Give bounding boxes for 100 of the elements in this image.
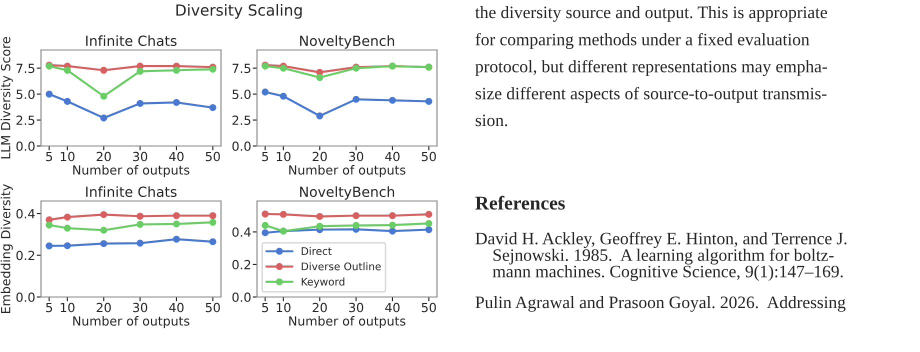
point (172, 236, 180, 243)
point (100, 240, 108, 248)
text: Pulin Agrawal and Prasoon Goyal. 2026. Addressing (476, 296, 846, 312)
x-tick-label: 5 (262, 152, 268, 162)
x-axis-title: Number of outputs (73, 316, 190, 328)
x-tick-label: 40 (169, 302, 184, 312)
point (209, 104, 216, 112)
x-axis-title: Number of outputs (289, 316, 406, 328)
y-tick-label: 0.4 (16, 208, 35, 218)
point (262, 222, 269, 229)
x-tick-label: 30 (133, 302, 148, 312)
text: for comparing methods under a fixed evaluation (476, 33, 810, 49)
point (316, 112, 324, 120)
point (64, 242, 71, 250)
x-tick-label: 50 (422, 152, 436, 162)
x-axis-title: Number of outputs (289, 165, 406, 178)
point (425, 210, 432, 218)
point (136, 100, 144, 107)
x-tick-label: 30 (349, 302, 364, 312)
point (100, 66, 108, 74)
point (46, 242, 53, 250)
x-tick-label: 40 (169, 152, 184, 162)
text: References (475, 196, 565, 210)
point (316, 212, 324, 220)
legend-label: Diverse Outline (302, 262, 381, 270)
x-tick-label: 40 (385, 302, 400, 312)
point (46, 90, 53, 98)
chart-title: Infinite Chats (86, 186, 177, 198)
point (262, 229, 269, 236)
x-tick-label: 20 (312, 302, 327, 312)
y-tick-label: 5.0 (232, 90, 251, 100)
point (46, 222, 53, 228)
x-tick-label: 20 (96, 152, 111, 162)
point (425, 226, 432, 234)
x-tick-label: 30 (349, 152, 364, 162)
y-axis-title: Embedding Diversity (0, 184, 13, 314)
x-tick-label: 40 (385, 152, 400, 162)
y-tick-label: 7.5 (16, 64, 34, 74)
x-tick-label: 10 (60, 302, 74, 312)
y-tick-label: 0.0 (16, 292, 35, 302)
point (316, 74, 324, 81)
y-tick-label: 2.5 (16, 116, 34, 125)
y-tick-label: 0.2 (232, 260, 250, 270)
y-tick-label: 0.0 (232, 141, 251, 151)
x-tick-label: 5 (46, 302, 52, 312)
point (136, 68, 144, 75)
point (280, 210, 287, 218)
point (209, 218, 216, 226)
text: Diversity Scaling (176, 4, 302, 19)
point (64, 98, 71, 105)
chart-title: Infinite Chats (86, 35, 177, 46)
point (262, 88, 269, 96)
point (100, 226, 108, 234)
point (262, 210, 269, 218)
point (172, 220, 180, 228)
y-axis-title: LLM Diversity Score (0, 37, 13, 158)
text: size different aspects of source-to-output transmis- (476, 87, 826, 103)
point (64, 224, 71, 232)
point (388, 222, 396, 229)
point (100, 114, 108, 122)
y-tick-label: 0.4 (232, 227, 251, 237)
point (209, 212, 216, 220)
text: the diversity source and output. This is appropriate (475, 6, 828, 22)
point (352, 222, 360, 229)
point (136, 212, 144, 220)
x-tick-label: 50 (206, 302, 220, 312)
point (136, 240, 144, 247)
point (352, 212, 360, 220)
legend-label: Direct (302, 246, 332, 256)
y-tick-label: 0.2 (16, 250, 34, 260)
x-tick-label: 5 (262, 302, 268, 312)
y-tick-label: 0.0 (16, 141, 35, 151)
y-tick-label: 7.5 (232, 64, 250, 74)
y-tick-label: 5.0 (16, 90, 35, 100)
y-tick-label: 2.5 (232, 116, 250, 125)
x-tick-label: 5 (46, 152, 52, 162)
text: sion. (476, 114, 508, 126)
point (136, 220, 144, 228)
point (388, 96, 396, 104)
point (352, 96, 360, 103)
x-tick-label: 10 (60, 152, 74, 162)
point (64, 214, 71, 221)
x-tick-label: 10 (276, 302, 290, 312)
x-tick-label: 50 (206, 152, 220, 162)
point (209, 238, 216, 246)
point (100, 92, 108, 100)
point (388, 212, 396, 220)
y-tick-label: 0.0 (232, 292, 251, 302)
point (64, 66, 71, 74)
x-tick-label: 30 (133, 152, 148, 162)
x-tick-label: 10 (276, 152, 290, 162)
x-tick-label: 20 (96, 302, 111, 312)
text: David H. Ackley, Geoffrey E. Hinton, and Terrence J. Sejnowski. 1985. A learning algorithm for boltz- mann machines. Cognitive Science, 9(1):147–169. (476, 232, 846, 281)
point (425, 98, 432, 105)
point (100, 211, 108, 218)
point (316, 222, 324, 230)
chart-title: NoveltyBench (300, 186, 394, 200)
point (280, 92, 287, 100)
x-axis-title: Number of outputs (73, 165, 190, 178)
legend-label: Keyword (302, 278, 344, 288)
